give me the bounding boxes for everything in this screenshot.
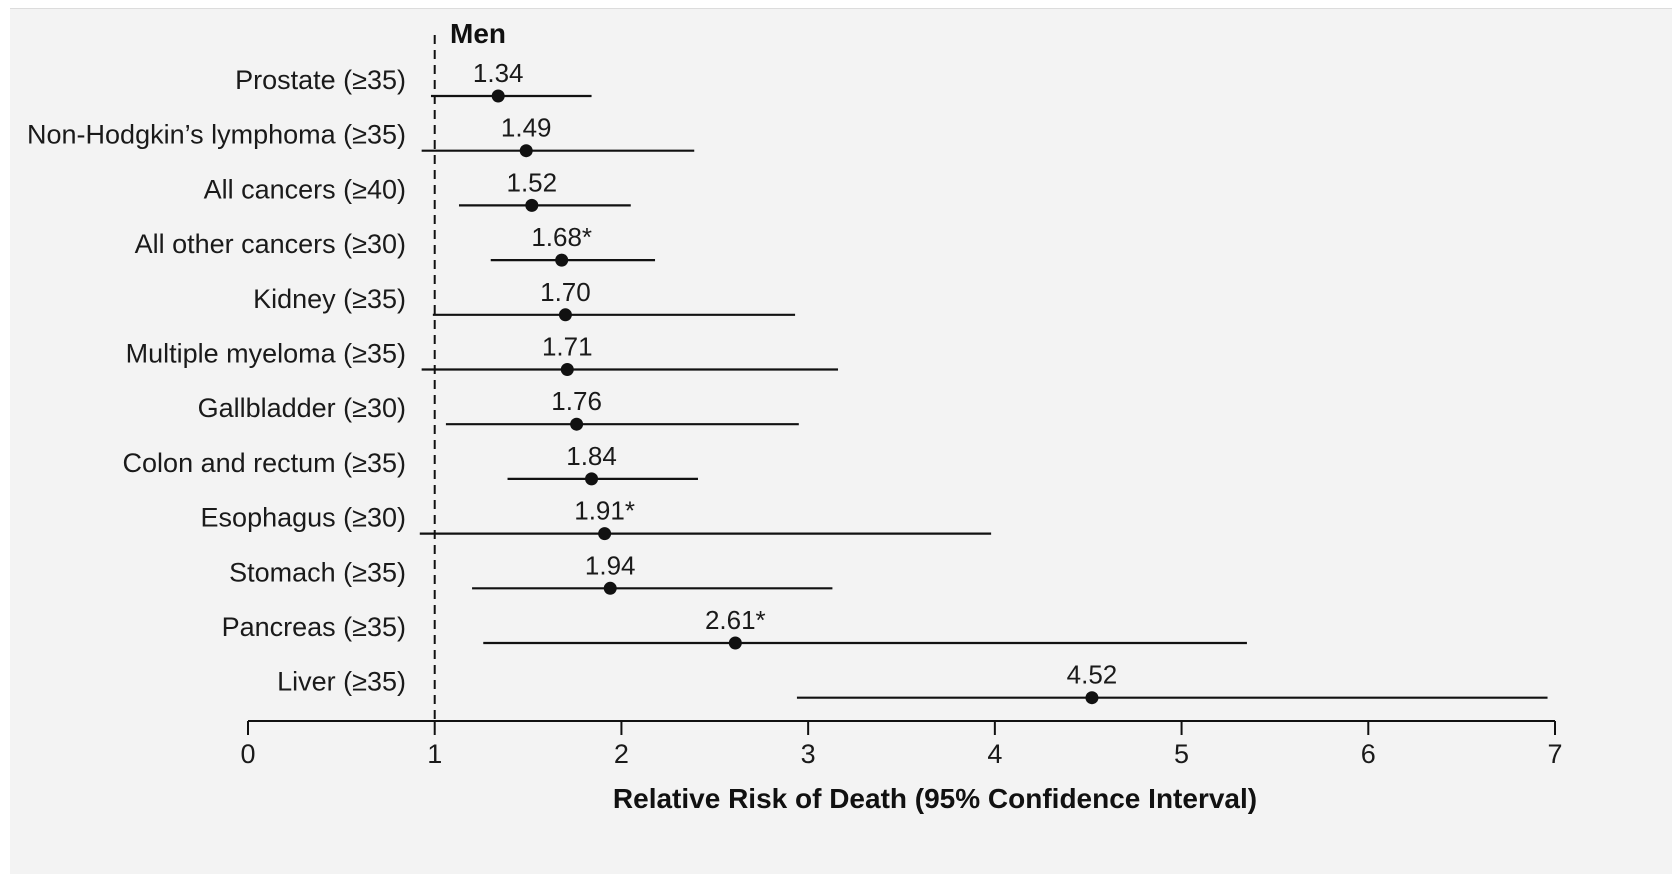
row-3: All other cancers (≥30) 1.68* xyxy=(135,222,656,267)
point-estimate xyxy=(491,89,505,103)
row-label: Stomach (≥35) xyxy=(229,557,406,587)
value-label: 1.70 xyxy=(540,277,591,307)
value-label: 4.52 xyxy=(1067,660,1118,690)
x-tick-label: 6 xyxy=(1361,739,1376,769)
row-10: Pancreas (≥35) 2.61* xyxy=(222,605,1247,650)
point-estimate xyxy=(1085,691,1099,705)
x-tick-label: 4 xyxy=(987,739,1002,769)
row-4: Kidney (≥35) 1.70 xyxy=(253,277,796,322)
row-2: All cancers (≥40) 1.52 xyxy=(204,167,631,212)
point-estimate xyxy=(570,417,584,431)
row-label: Esophagus (≥30) xyxy=(201,503,406,533)
x-tick-label: 2 xyxy=(614,739,629,769)
value-label: 1.91* xyxy=(574,496,635,526)
value-label: 1.71 xyxy=(542,332,593,362)
value-label: 1.49 xyxy=(501,113,552,143)
x-axis: 0 1 2 3 4 5 6 7 xyxy=(240,720,1563,769)
row-label: Kidney (≥35) xyxy=(253,284,406,314)
point-estimate xyxy=(603,581,617,595)
row-6: Gallbladder (≥30) 1.76 xyxy=(198,386,799,431)
forest-plot: Men Prostate (≥35) 1.34 Non-Hodgkin’s lymp… xyxy=(27,18,1563,814)
row-11: Liver (≥35) 4.52 xyxy=(277,660,1548,705)
x-tick-label: 1 xyxy=(427,739,442,769)
row-9: Stomach (≥35) 1.94 xyxy=(229,550,833,595)
row-label: Liver (≥35) xyxy=(277,667,406,697)
x-tick-label: 5 xyxy=(1174,739,1189,769)
row-label: Pancreas (≥35) xyxy=(222,612,406,642)
row-label: Multiple myeloma (≥35) xyxy=(126,339,406,369)
point-estimate xyxy=(560,363,574,376)
row-label: All cancers (≥40) xyxy=(204,174,406,204)
point-estimate xyxy=(525,198,539,212)
x-tick-label: 7 xyxy=(1547,739,1562,769)
row-7: Colon and rectum (≥35) 1.84 xyxy=(123,441,698,486)
point-estimate xyxy=(555,253,569,267)
x-tick-label: 0 xyxy=(240,739,255,769)
row-label: Non-Hodgkin’s lymphoma (≥35) xyxy=(27,120,406,150)
row-5: Multiple myeloma (≥35) 1.71 xyxy=(126,332,839,376)
row-label: Prostate (≥35) xyxy=(235,65,406,95)
value-label: 1.68* xyxy=(531,222,592,252)
x-tick-label: 3 xyxy=(801,739,816,769)
value-label: 1.34 xyxy=(473,58,524,88)
rows-layer: Prostate (≥35) 1.34 Non-Hodgkin’s lymphoma… xyxy=(27,58,1548,705)
point-estimate xyxy=(519,144,533,158)
row-label: Gallbladder (≥30) xyxy=(198,393,406,423)
point-estimate xyxy=(585,472,599,486)
point-estimate xyxy=(598,527,612,541)
row-label: All other cancers (≥30) xyxy=(135,229,406,259)
point-estimate xyxy=(728,636,742,650)
value-label: 1.94 xyxy=(585,550,636,580)
value-label: 1.76 xyxy=(551,386,602,416)
row-label: Colon and rectum (≥35) xyxy=(123,448,406,478)
value-label: 1.52 xyxy=(507,167,558,197)
value-label: 2.61* xyxy=(705,605,766,635)
row-0: Prostate (≥35) 1.34 xyxy=(235,58,592,103)
row-1: Non-Hodgkin’s lymphoma (≥35) 1.49 xyxy=(27,113,695,158)
chart-title: Men xyxy=(450,18,506,49)
x-axis-title: Relative Risk of Death (95% Confidence I… xyxy=(613,783,1257,814)
point-estimate xyxy=(558,308,572,322)
chart-panel: Men Prostate (≥35) 1.34 Non-Hodgkin’s lymp… xyxy=(10,8,1672,874)
row-8: Esophagus (≥30) 1.91* xyxy=(201,496,992,541)
value-label: 1.84 xyxy=(566,441,617,471)
